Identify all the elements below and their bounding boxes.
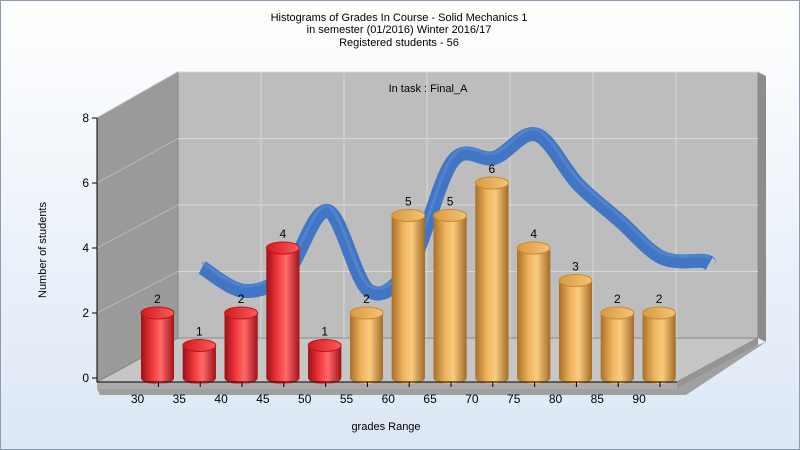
bar-body-front bbox=[266, 248, 300, 377]
bar-body-front bbox=[600, 313, 634, 377]
x-tick-label: 40 bbox=[214, 392, 228, 406]
x-tick-label: 70 bbox=[465, 392, 479, 406]
bar-data-label: 4 bbox=[280, 227, 287, 241]
x-axis-label: grades Range bbox=[351, 421, 420, 433]
bar-body-front bbox=[517, 248, 551, 377]
x-tick-label: 60 bbox=[382, 392, 396, 406]
x-tick-label: 75 bbox=[507, 392, 521, 406]
x-tick-label: 35 bbox=[173, 392, 187, 406]
bar-top bbox=[182, 339, 217, 352]
bar-top bbox=[474, 176, 509, 190]
bar-data-label: 5 bbox=[447, 195, 454, 209]
bar-top bbox=[433, 209, 468, 222]
bar-body-front bbox=[642, 313, 676, 377]
chart-subtitle: In task : Final_A bbox=[389, 83, 469, 95]
bars bbox=[140, 176, 677, 384]
bar-data-label: 2 bbox=[363, 292, 370, 306]
bar-8 bbox=[474, 176, 509, 384]
bar-body-front bbox=[141, 313, 174, 377]
bar-body-front bbox=[475, 183, 509, 377]
bar-top bbox=[349, 306, 384, 320]
floor-edge bbox=[97, 382, 677, 389]
y-tick-label: 8 bbox=[82, 111, 89, 125]
y-tick-label: 4 bbox=[82, 241, 89, 255]
bar-2 bbox=[224, 306, 259, 384]
x-tick-label: 90 bbox=[632, 392, 646, 406]
bar-11 bbox=[600, 306, 635, 384]
bar-body-front bbox=[559, 280, 592, 377]
bar-data-label: 2 bbox=[614, 292, 621, 306]
gridlines bbox=[96, 71, 758, 338]
bar-1 bbox=[182, 339, 217, 384]
floor-shadow bbox=[97, 342, 766, 395]
bar-3 bbox=[265, 241, 300, 384]
bar-data-label: 6 bbox=[489, 162, 496, 176]
bar-top bbox=[600, 306, 635, 320]
bar-12 bbox=[642, 306, 677, 384]
x-tick-label: 30 bbox=[131, 392, 145, 406]
chart-title-line-1: Histograms of Grades In Course - Solid M… bbox=[271, 12, 528, 24]
x-tick-label: 50 bbox=[298, 392, 312, 406]
data-labels: 2 1 2 4 1 2 5 5 6 4 3 2 2 bbox=[154, 162, 663, 339]
bar-6 bbox=[391, 209, 426, 384]
y-tick-label: 0 bbox=[82, 371, 89, 385]
bar-data-label: 1 bbox=[196, 325, 203, 339]
gridline-side bbox=[96, 138, 179, 184]
gridline-side bbox=[96, 71, 179, 119]
bar-top bbox=[265, 241, 300, 255]
bar-data-label: 5 bbox=[405, 195, 412, 209]
bar-5 bbox=[349, 306, 384, 384]
bar-7 bbox=[433, 209, 468, 384]
bar-body-front bbox=[224, 313, 258, 377]
floor-side-edge bbox=[677, 338, 758, 389]
x-tick-label: 45 bbox=[256, 392, 270, 406]
y-axis-label: Number of students bbox=[37, 202, 49, 298]
bar-10 bbox=[558, 274, 593, 384]
x-tick-label: 85 bbox=[591, 392, 605, 406]
y-tick-label: 2 bbox=[82, 306, 89, 320]
x-tick-label: 65 bbox=[423, 392, 437, 406]
bar-top bbox=[642, 306, 677, 320]
chart-title-line-3: Registered students - 56 bbox=[339, 37, 459, 49]
bar-top bbox=[307, 339, 342, 352]
chart-title-line-2: in semester (01/2016) Winter 2016/17 bbox=[307, 24, 492, 36]
gridline-side bbox=[96, 204, 179, 249]
x-tick-label: 80 bbox=[549, 392, 563, 406]
bar-body-front bbox=[350, 313, 383, 377]
bar-top bbox=[140, 306, 175, 320]
gridline-side bbox=[96, 271, 179, 314]
bar-top bbox=[391, 209, 426, 222]
bar-top bbox=[516, 241, 551, 255]
bar-data-label: 3 bbox=[572, 260, 579, 274]
y-tick-label: 6 bbox=[82, 176, 89, 190]
x-tick-label: 55 bbox=[340, 392, 354, 406]
bar-data-label: 2 bbox=[656, 292, 663, 306]
bar-top bbox=[558, 274, 593, 287]
back-wall-shadow bbox=[758, 72, 766, 342]
bar-top bbox=[224, 306, 259, 320]
bar-4 bbox=[307, 339, 342, 384]
bar-body-front bbox=[391, 215, 425, 377]
bar-data-label: 1 bbox=[321, 325, 328, 339]
bar-data-label: 2 bbox=[154, 292, 161, 306]
bar-data-label: 4 bbox=[530, 227, 537, 241]
bar-data-label: 2 bbox=[238, 292, 245, 306]
bar-body-front bbox=[433, 215, 467, 377]
bar-0 bbox=[140, 306, 175, 384]
bar-9 bbox=[516, 241, 551, 384]
